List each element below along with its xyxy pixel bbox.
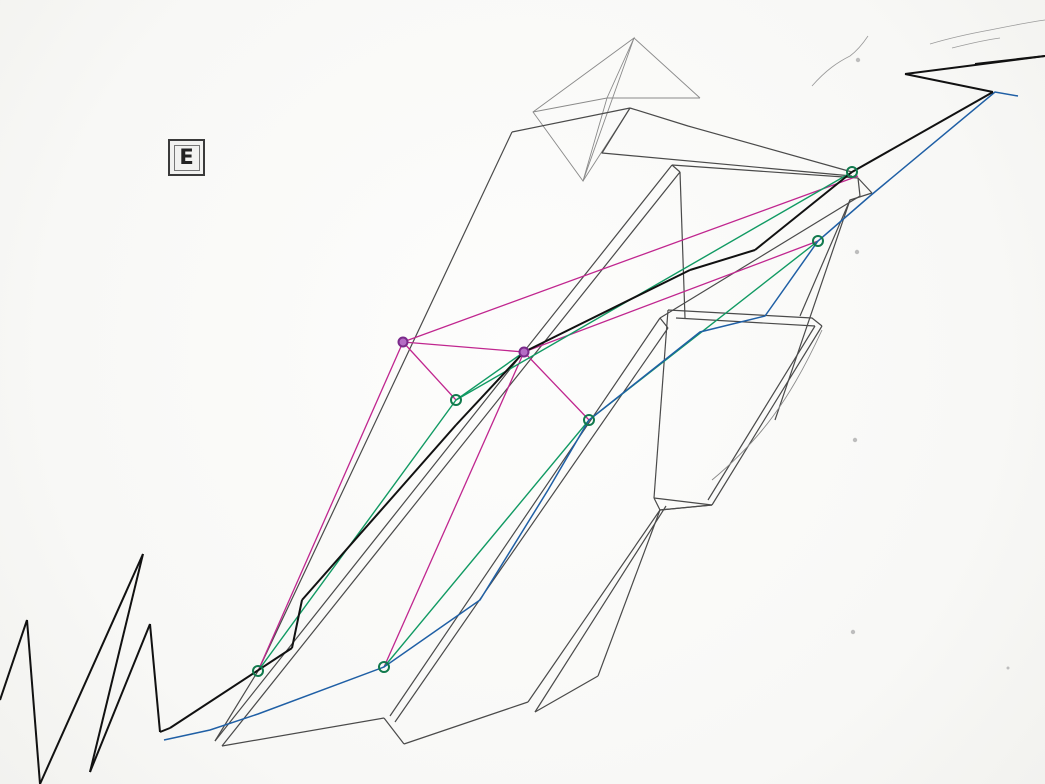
left-slab [214,107,631,742]
purple-nodes [397,336,530,358]
figure-label: E [173,144,200,171]
top-flap [601,107,853,177]
green-nodes [252,166,858,677]
erased-scribble [811,19,1045,87]
background-dots [850,57,1010,670]
right-slab [527,309,823,713]
black-path [0,55,1045,784]
magenta-paths [257,175,859,672]
central-slab [214,164,873,747]
middle-slab [383,192,873,745]
figure-label-box: E [168,139,205,176]
blue-path [163,91,1019,741]
